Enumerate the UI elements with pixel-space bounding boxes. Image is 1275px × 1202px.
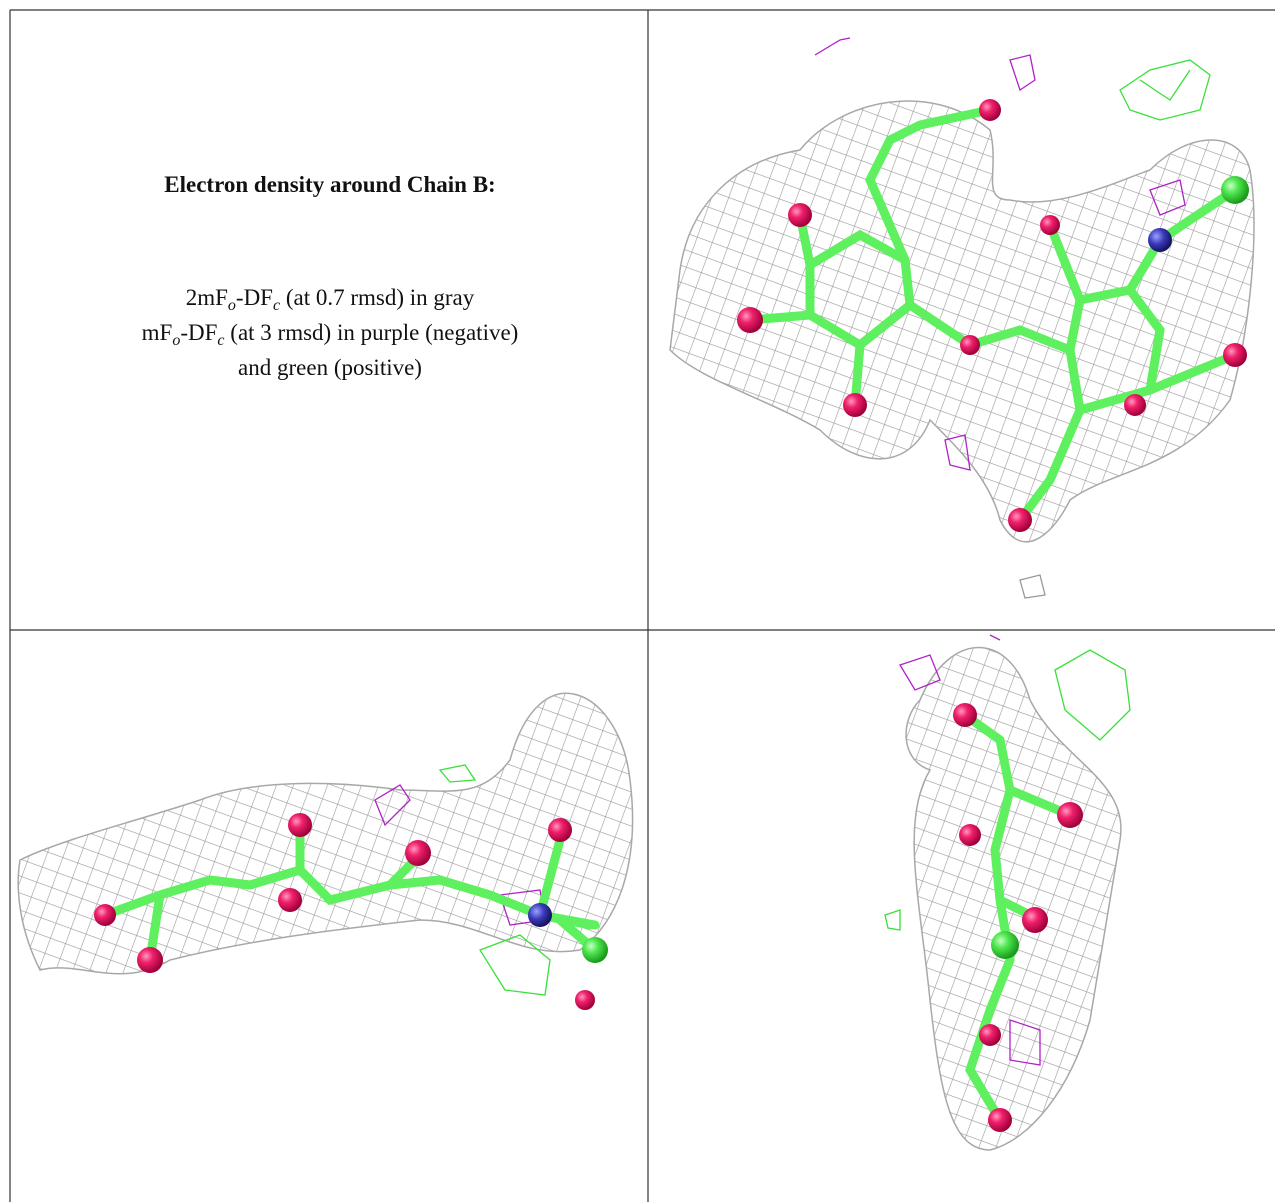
text-segment: -DF [180, 320, 217, 345]
subscript: c [217, 332, 224, 349]
legend-line: 2mFo-DFc (at 0.7 rmsd) in gray [186, 285, 475, 314]
legend-line: and green (positive) [238, 355, 422, 380]
text-segment: (at 3 rmsd) in purple (negative) [225, 320, 519, 345]
table-borders [9, 9, 1275, 1202]
density-view-end [884, 634, 1131, 1151]
text-segment: 2mF [186, 285, 228, 310]
text-segment: -DF [236, 285, 273, 310]
legend-line: mFo-DFc (at 3 rmsd) in purple (negative) [142, 320, 519, 349]
subscript: o [228, 297, 236, 314]
figure-title: Electron density around Chain B: [164, 172, 495, 197]
text-segment: mF [142, 320, 173, 345]
text-segment: and green (positive) [238, 355, 422, 380]
subscript: o [172, 332, 180, 349]
density-view-side [17, 692, 634, 1010]
subscript: c [273, 297, 280, 314]
text-segment: (at 0.7 rmsd) in gray [280, 285, 475, 310]
density-view-top [669, 37, 1255, 599]
